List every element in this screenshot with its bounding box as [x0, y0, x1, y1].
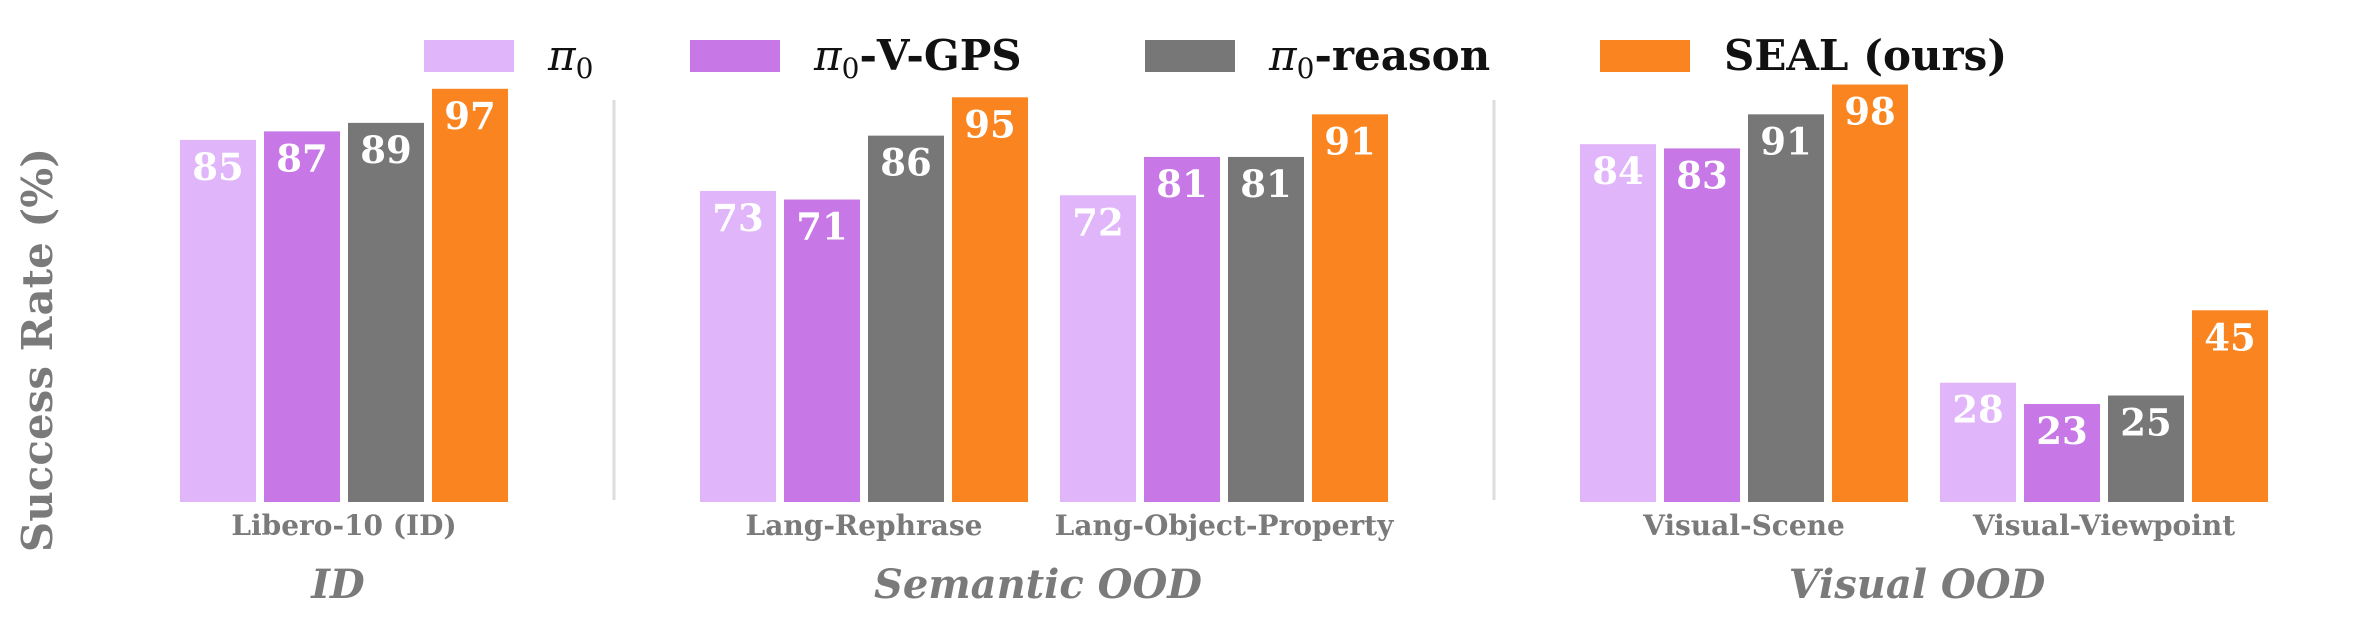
bar [700, 191, 776, 502]
bar [432, 88, 508, 502]
bar-value-label: 97 [444, 94, 496, 138]
legend-swatch [1600, 40, 1690, 72]
bar [1748, 114, 1824, 502]
legend: π0 π0-V-GPS π0-reason SEAL (ours) [424, 31, 2007, 85]
bar-value-label: 23 [2036, 409, 2088, 453]
bar [264, 131, 340, 502]
bar-value-label: 81 [1156, 162, 1208, 206]
bar [1312, 114, 1388, 502]
legend-label: π0 [547, 31, 593, 85]
legend-swatch [690, 40, 780, 72]
bar [1580, 144, 1656, 502]
legend-swatch [424, 40, 514, 72]
bar [348, 122, 424, 503]
bar [2192, 310, 2268, 502]
bar-value-label: 84 [1592, 149, 1644, 193]
bar-value-label: 89 [360, 128, 412, 172]
x-tick-label: Visual-Viewpoint [1972, 509, 2235, 542]
legend-label: π0-V-GPS [813, 31, 1022, 85]
bar-value-label: 81 [1240, 162, 1292, 206]
bar [180, 139, 256, 502]
bar-value-label: 73 [712, 196, 764, 240]
bar-value-label: 45 [2204, 315, 2256, 359]
legend-item: π0-V-GPS [690, 31, 1022, 85]
legend-label: π0-reason [1268, 31, 1490, 85]
bar [784, 199, 860, 503]
bar [1664, 148, 1740, 503]
bar [2108, 395, 2184, 502]
legend-item: SEAL (ours) [1600, 31, 2007, 80]
group-labels: ID Semantic OOD Visual OOD [310, 561, 2045, 608]
bars: 85 87 89 97 73 71 86 95 72 81 81 91 84 83 91 98 28 23 25 45 [180, 84, 2268, 503]
bar [1832, 84, 1908, 503]
bar [1228, 156, 1304, 502]
bar-value-label: 98 [1844, 90, 1896, 134]
bar [1940, 382, 2016, 502]
bar [868, 135, 944, 502]
bar-value-label: 85 [192, 145, 244, 189]
bar-value-label: 91 [1324, 119, 1376, 163]
bar [1060, 195, 1136, 502]
group-label: Semantic OOD [874, 561, 1202, 608]
legend-item: π0 [424, 31, 593, 85]
bar [1144, 156, 1220, 502]
bar-value-label: 87 [276, 136, 328, 180]
x-tick-label: Lang-Rephrase [746, 509, 983, 542]
group-label: Visual OOD [1789, 561, 2046, 608]
bar-value-label: 72 [1072, 200, 1124, 244]
group-label: ID [310, 561, 365, 608]
x-tick-labels: Libero-10 (ID) Lang-Rephrase Lang-Object-P… [231, 509, 2235, 542]
x-tick-label: Visual-Scene [1642, 509, 1845, 542]
bar [2024, 404, 2100, 502]
bar-value-label: 95 [964, 102, 1016, 146]
bar-value-label: 28 [1952, 388, 2004, 432]
bar-value-label: 83 [1676, 153, 1728, 197]
group-dividers [612, 100, 1496, 500]
bar-value-label: 91 [1760, 119, 1812, 163]
bar [952, 97, 1028, 503]
bar-value-label: 86 [880, 141, 932, 185]
legend-swatch [1145, 40, 1235, 72]
legend-label: SEAL (ours) [1724, 31, 2007, 80]
bar-value-label: 71 [796, 205, 848, 249]
bar-value-label: 25 [2120, 401, 2172, 445]
x-tick-label: Lang-Object-Property [1055, 509, 1394, 542]
legend-item: π0-reason [1145, 31, 1490, 85]
x-tick-label: Libero-10 (ID) [231, 509, 456, 542]
y-axis-label: Success Rate (%) [13, 148, 62, 552]
